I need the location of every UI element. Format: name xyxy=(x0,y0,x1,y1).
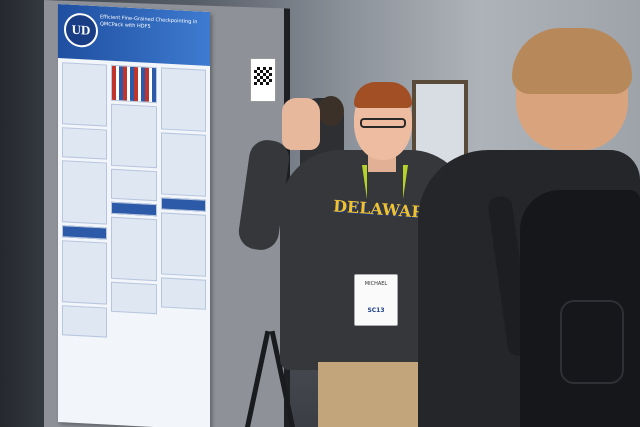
poster-section xyxy=(62,127,108,160)
poster-section xyxy=(160,67,206,132)
poster-body xyxy=(58,58,210,347)
poster-title: Efficient Fine-Grained Checkpointing in … xyxy=(100,14,198,30)
poster-section xyxy=(160,277,206,310)
poster-section xyxy=(62,240,108,305)
poster-figure xyxy=(111,64,157,104)
poster-section xyxy=(62,225,108,240)
poster-section xyxy=(111,281,157,315)
poster-section xyxy=(160,197,206,212)
waving-hand xyxy=(282,98,320,150)
poster-header: UD Efficient Fine-Grained Checkpointing … xyxy=(58,4,210,66)
glasses xyxy=(360,118,406,128)
qr-code xyxy=(250,58,276,102)
poster-section xyxy=(62,305,108,338)
badge-name: MICHAEL xyxy=(364,281,388,287)
poster-column-middle xyxy=(111,64,157,340)
poster-section xyxy=(111,103,157,169)
background-person-head xyxy=(318,96,344,126)
poster-section xyxy=(62,160,108,225)
university-logo: UD xyxy=(64,12,98,49)
research-poster: UD Efficient Fine-Grained Checkpointing … xyxy=(58,4,210,427)
poster-section xyxy=(111,216,157,282)
poster-column-left xyxy=(62,62,108,338)
presenter-pants xyxy=(318,362,428,427)
poster-column-right xyxy=(160,67,206,342)
poster-section xyxy=(160,212,206,277)
poster-section xyxy=(111,168,157,202)
presenter-hair xyxy=(354,82,412,108)
viewer-hair xyxy=(512,28,632,94)
poster-section xyxy=(111,201,157,217)
name-badge: MICHAEL SC13 xyxy=(354,274,398,326)
poster-section xyxy=(62,62,108,127)
badge-brand: SC13 xyxy=(367,307,385,314)
backpack-pocket xyxy=(560,300,624,384)
poster-section xyxy=(160,132,206,197)
